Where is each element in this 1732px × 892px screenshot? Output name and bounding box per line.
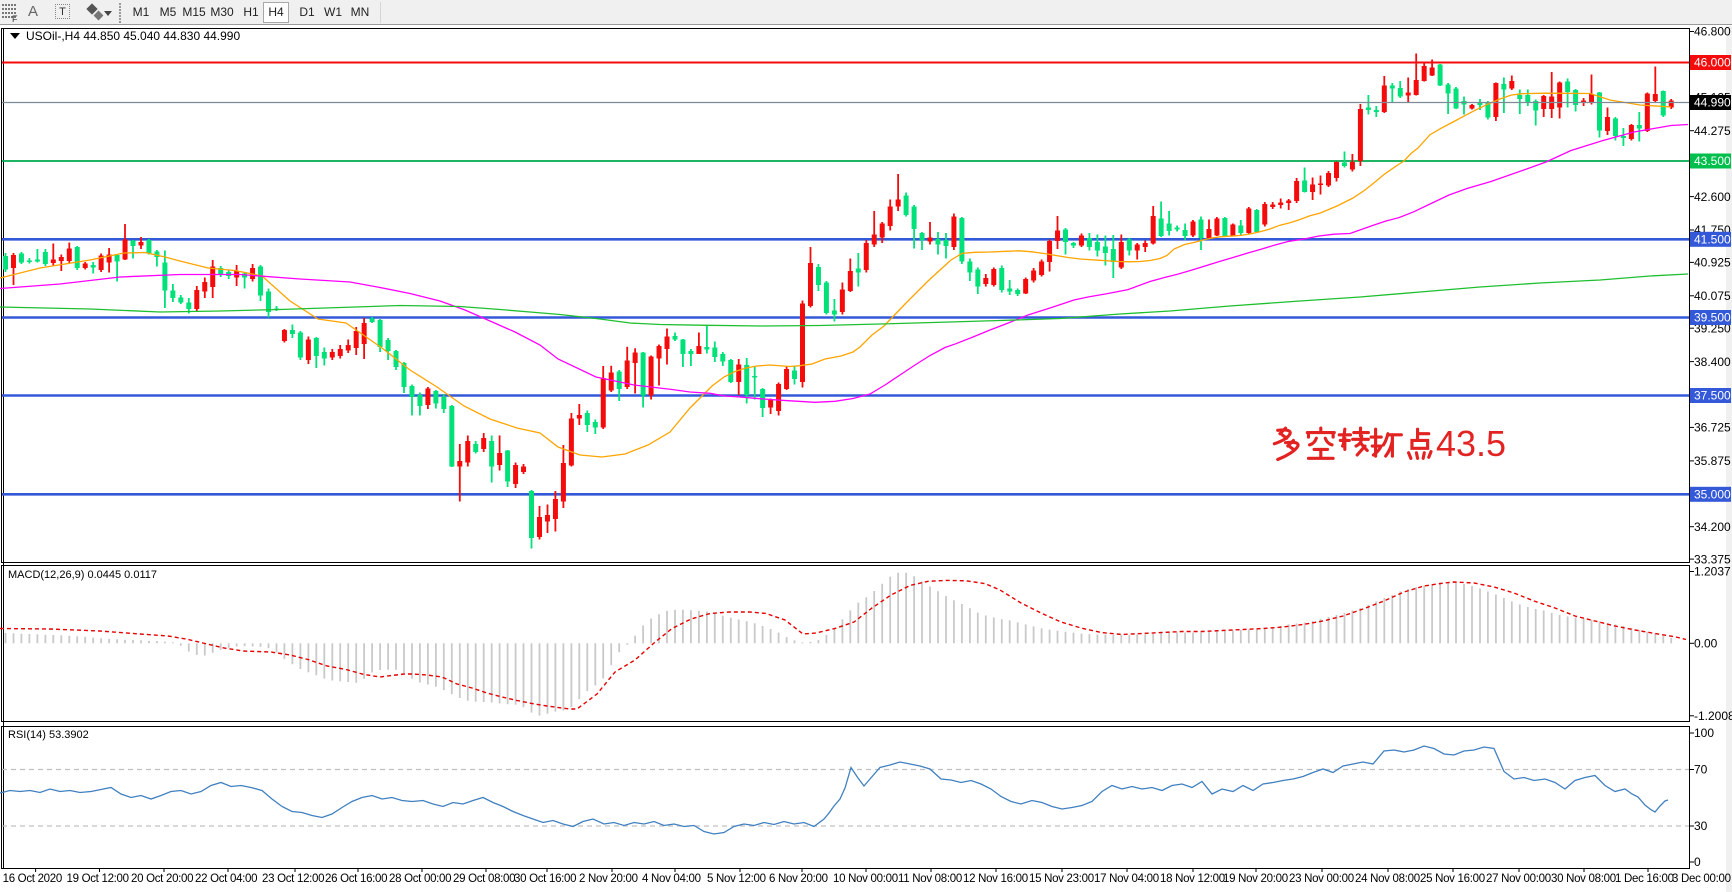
svg-text:1.2037: 1.2037 [1694, 565, 1731, 579]
svg-text:39.500: 39.500 [1694, 311, 1731, 325]
svg-text:40.925: 40.925 [1694, 256, 1731, 270]
svg-text:30 Oct 16:00: 30 Oct 16:00 [514, 873, 576, 885]
svg-text:46.800: 46.800 [1694, 25, 1731, 39]
svg-text:25 Nov 16:00: 25 Nov 16:00 [1420, 873, 1485, 885]
svg-text:0.00: 0.00 [1694, 637, 1718, 651]
svg-text:26 Oct 16:00: 26 Oct 16:00 [325, 873, 387, 885]
svg-text:17 Nov 04:00: 17 Nov 04:00 [1094, 873, 1159, 885]
svg-text:1 Dec 16:00: 1 Dec 16:00 [1615, 873, 1674, 885]
svg-text:5 Nov 12:00: 5 Nov 12:00 [707, 873, 766, 885]
svg-text:6 Nov 20:00: 6 Nov 20:00 [769, 873, 828, 885]
svg-text:15 Nov 23:00: 15 Nov 23:00 [1029, 873, 1094, 885]
svg-text:42.600: 42.600 [1694, 190, 1731, 204]
svg-text:MACD(12,26,9) 0.0445 0.0117: MACD(12,26,9) 0.0445 0.0117 [8, 569, 157, 581]
svg-text:18 Nov 12:00: 18 Nov 12:00 [1160, 873, 1225, 885]
svg-text:37.500: 37.500 [1694, 389, 1731, 403]
svg-text:44.990: 44.990 [1694, 96, 1731, 110]
svg-text:12 Nov 16:00: 12 Nov 16:00 [963, 873, 1028, 885]
svg-text:22 Oct 04:00: 22 Oct 04:00 [195, 873, 257, 885]
svg-text:35.000: 35.000 [1694, 488, 1731, 502]
svg-text:29 Oct 08:00: 29 Oct 08:00 [453, 873, 515, 885]
svg-text:RSI(14) 53.3902: RSI(14) 53.3902 [8, 729, 89, 741]
svg-text:34.200: 34.200 [1694, 520, 1731, 534]
svg-text:35.875: 35.875 [1694, 454, 1731, 468]
svg-text:46.000: 46.000 [1694, 56, 1731, 70]
svg-text:23 Oct 12:00: 23 Oct 12:00 [262, 873, 324, 885]
svg-text:70: 70 [1694, 763, 1708, 777]
svg-text:11 Nov 08:00: 11 Nov 08:00 [898, 873, 962, 885]
svg-text:3 Dec 00:00: 3 Dec 00:00 [1672, 873, 1731, 885]
svg-text:4 Nov 04:00: 4 Nov 04:00 [642, 873, 701, 885]
svg-text:24 Nov 08:00: 24 Nov 08:00 [1355, 873, 1420, 885]
svg-text:20 Oct 20:00: 20 Oct 20:00 [131, 873, 193, 885]
svg-text:30 Nov 08:00: 30 Nov 08:00 [1551, 873, 1616, 885]
svg-text:10 Nov 00:00: 10 Nov 00:00 [833, 873, 898, 885]
svg-text:2 Nov 20:00: 2 Nov 20:00 [579, 873, 638, 885]
svg-text:44.275: 44.275 [1694, 124, 1731, 138]
svg-text:41.500: 41.500 [1694, 233, 1731, 247]
svg-text:16 Oct 2020: 16 Oct 2020 [3, 873, 62, 885]
svg-text:33.375: 33.375 [1694, 552, 1731, 566]
svg-text:38.400: 38.400 [1694, 355, 1731, 369]
svg-text:0: 0 [1694, 855, 1701, 869]
svg-text:43.5: 43.5 [1436, 423, 1506, 464]
svg-text:36.725: 36.725 [1694, 421, 1731, 435]
svg-text:19 Nov 20:00: 19 Nov 20:00 [1223, 873, 1288, 885]
svg-text:-1.2008: -1.2008 [1694, 709, 1732, 723]
svg-text:19 Oct 12:00: 19 Oct 12:00 [67, 873, 129, 885]
svg-text:40.075: 40.075 [1694, 289, 1731, 303]
svg-text:100: 100 [1694, 726, 1714, 740]
svg-text:30: 30 [1694, 819, 1708, 833]
svg-text:USOil-,H4 44.850 45.040 44.83: USOil-,H4 44.850 45.040 44.830 44.990 [26, 29, 240, 43]
svg-text:23 Nov 00:00: 23 Nov 00:00 [1289, 873, 1354, 885]
svg-text:F: F [12, 14, 18, 23]
svg-text:27 Nov 00:00: 27 Nov 00:00 [1486, 873, 1551, 885]
svg-text:43.500: 43.500 [1694, 154, 1731, 168]
svg-text:28 Oct 00:00: 28 Oct 00:00 [389, 873, 451, 885]
